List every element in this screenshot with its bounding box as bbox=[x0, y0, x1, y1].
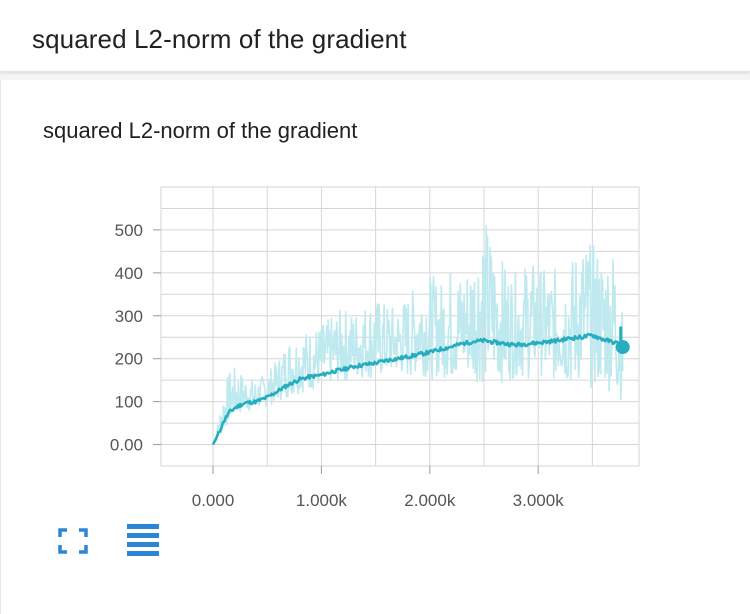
y-tick-label: 400 bbox=[115, 264, 143, 283]
y-tick-label: 500 bbox=[115, 221, 143, 240]
series-raw bbox=[212, 225, 624, 445]
y-tick-label: 100 bbox=[115, 393, 143, 412]
page-header: squared L2-norm of the gradient bbox=[0, 0, 750, 72]
chart-title: squared L2-norm of the gradient bbox=[43, 118, 358, 143]
y-tick-label: 200 bbox=[115, 350, 143, 369]
y-tick-label: 0.00 bbox=[110, 436, 143, 455]
series-smoothed bbox=[211, 332, 624, 446]
fullscreen-button[interactable] bbox=[57, 527, 89, 555]
x-tick-label: 0.000 bbox=[192, 491, 235, 510]
x-tick-label: 1.000k bbox=[296, 491, 348, 510]
x-tick-label: 2.000k bbox=[404, 491, 456, 510]
x-tick-label: 3.000k bbox=[513, 491, 565, 510]
header-title: squared L2-norm of the gradient bbox=[32, 24, 407, 54]
chart-card: squared L2-norm of the gradient 0.00 100 2… bbox=[0, 80, 750, 614]
fullscreen-icon bbox=[58, 528, 88, 554]
toggle-log-scale-button[interactable] bbox=[127, 524, 159, 556]
plot-frame bbox=[160, 186, 640, 467]
series-end-point bbox=[615, 340, 630, 355]
line-chart: 0.00 100 200 300 400 500 0.000 1.000k 2.000k 3.00… bbox=[110, 186, 640, 510]
y-tick-label: 300 bbox=[115, 307, 143, 326]
list-lines-icon bbox=[127, 524, 159, 556]
